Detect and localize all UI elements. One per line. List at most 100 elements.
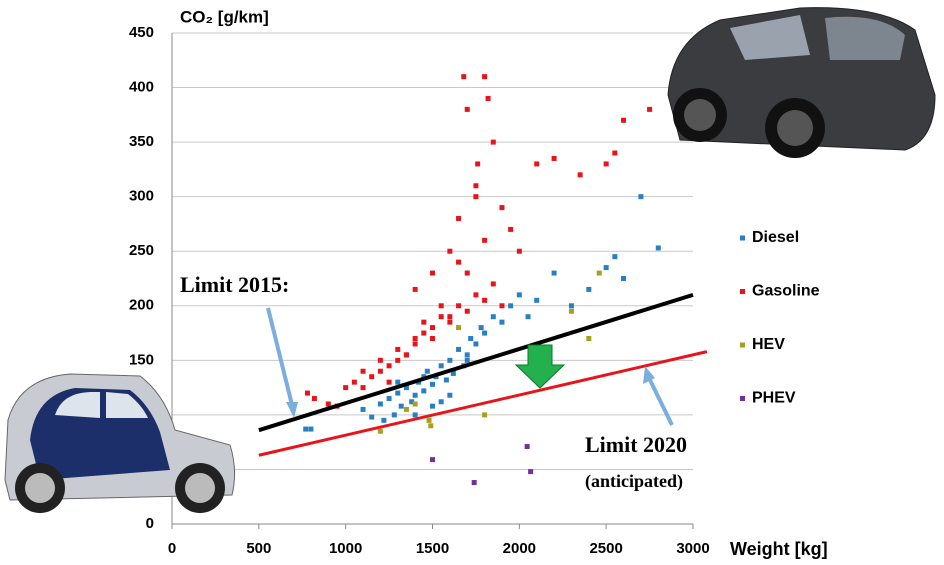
point [508,303,514,309]
point [485,95,491,101]
point [403,385,409,391]
point [490,281,496,287]
point [577,172,583,178]
point [456,346,462,352]
point [534,161,540,167]
point [428,423,434,429]
point [638,194,644,200]
point [398,403,404,409]
point [524,444,530,450]
y-tick-label: 400 [129,79,154,96]
point [461,74,467,80]
legend-marker [740,396,745,401]
point [430,381,435,387]
point [447,392,453,398]
point [568,303,574,309]
point [430,325,435,331]
point [430,457,435,463]
point [438,303,444,309]
point [303,426,309,432]
annotation: Limit 2020 [585,432,687,457]
point [482,412,488,418]
point [304,390,310,396]
x-tick-label: 1000 [329,540,362,557]
point [424,368,430,374]
point [516,248,522,254]
point [482,237,488,243]
point [473,292,479,298]
point [603,265,609,271]
point [450,370,456,376]
point [325,401,331,407]
y-tick-label: 100 [129,406,154,423]
point [464,106,470,112]
x-tick-label: 0 [168,540,176,557]
point [395,379,401,385]
point [426,417,432,423]
point [438,363,444,369]
point [430,336,435,342]
point [438,399,444,405]
legend-label: Gasoline [752,283,820,300]
point [490,314,496,320]
y-tick-label: 0 [146,515,154,532]
point [482,297,488,303]
point [482,330,488,336]
point [308,426,314,432]
point [412,341,418,347]
point [508,226,514,232]
point [621,276,627,281]
point [412,336,418,342]
point [551,155,557,161]
point [586,286,592,292]
limit-line [258,292,694,433]
y-tick-label: 50 [137,460,154,477]
point [386,379,392,385]
point [430,270,435,276]
point [391,412,397,418]
x-tick-label: 1500 [416,540,449,557]
point [351,379,357,385]
point [412,401,418,407]
point [447,314,453,320]
point [377,428,383,434]
point [395,390,401,396]
y-tick-label: 250 [129,242,154,259]
point [377,357,383,363]
point [534,297,540,303]
point [655,245,661,251]
point [525,314,531,320]
point [412,412,418,418]
y-tick-label: 150 [129,351,154,368]
annotation: Limit 2015: [180,272,289,297]
y-axis-title: CO₂ [g/km] [180,7,269,26]
point [456,325,462,331]
point [421,330,427,336]
x-tick-label: 3000 [676,540,709,557]
point [443,377,449,383]
point [586,336,592,342]
point [475,161,481,167]
point [551,270,557,276]
point [528,469,534,475]
point [409,399,415,405]
point [311,396,317,402]
point [612,254,618,260]
point [516,292,522,298]
point [438,314,444,320]
y-tick-label: 200 [129,297,154,314]
point [456,303,462,309]
legend-label: PHEV [752,390,796,407]
point [499,303,505,309]
point [473,183,479,189]
point [381,417,387,423]
point [360,385,366,391]
point [482,74,488,80]
x-axis-title: Weight [kg] [730,539,828,559]
point [447,319,453,325]
point [343,385,349,391]
point [499,205,505,211]
point [456,215,462,221]
point [360,368,366,374]
